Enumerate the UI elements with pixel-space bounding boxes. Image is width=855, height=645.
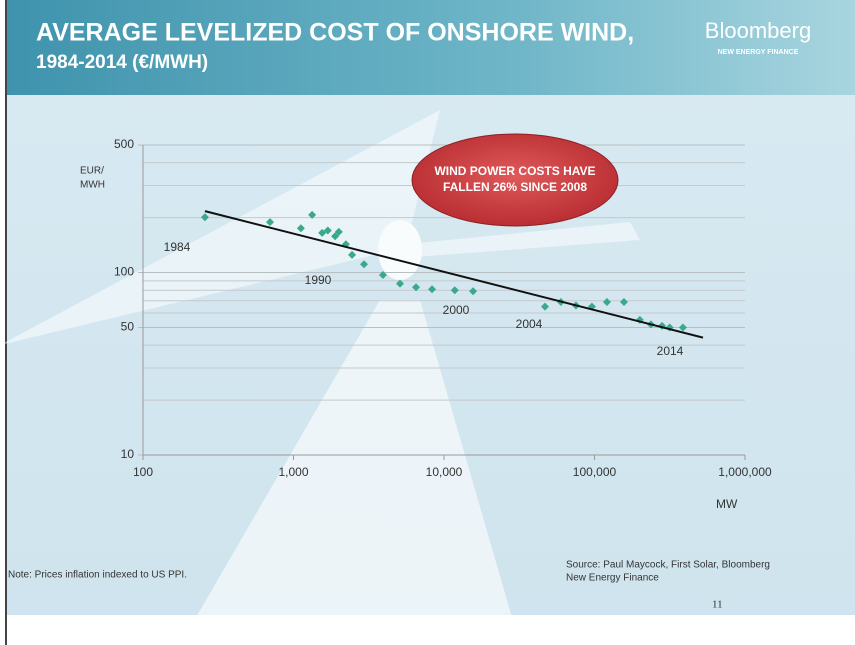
data-point [318,228,327,237]
title: AVERAGE LEVELIZED COST OF ONSHORE WIND, [36,19,634,47]
data-point [296,224,305,233]
data-point [348,250,357,259]
turbine [0,110,640,645]
callout-text: FALLEN 26% SINCE 2008 [443,180,587,194]
y-tick-label: 50 [121,320,135,334]
x-tick-label: 100 [133,465,153,479]
data-point [359,260,368,269]
data-point [378,270,387,279]
header-band [6,0,855,95]
plot: 10 50 100 500 100 1,000 10,000 100,000 1,000,000… [80,133,772,511]
x-tick-label: 1,000,000 [718,465,772,479]
x-tick-label: 1,000 [278,465,308,479]
callout-bubble [411,133,619,227]
year-label: 1990 [305,273,332,287]
data-point [678,323,687,332]
data-point [619,297,628,306]
callout-text: WIND POWER COSTS HAVE [434,164,595,178]
hub [378,220,422,280]
source: Source: Paul Maycock, First Solar, Bloom… [566,560,770,571]
data-point [602,297,611,306]
x-tick-label: 10,000 [426,465,463,479]
trend-line [204,210,704,339]
y-tick-label: 500 [114,137,134,151]
data-point [469,287,478,296]
data-point [308,210,317,219]
year-label: 1984 [164,240,191,254]
data-point [450,286,459,295]
data-point [541,302,550,311]
data-point [200,213,209,222]
title: 1984-2014 (€/MWH) [36,52,208,73]
data-point [334,227,343,236]
data-point [395,279,404,288]
data-point [331,232,340,241]
year-label: 2004 [516,317,543,331]
data-point [428,285,437,294]
data-point [323,226,332,235]
x-axis-label: MW [716,497,738,511]
y-tick-label: 100 [114,265,134,279]
y-tick-label: 10 [121,447,135,461]
page-number: 11 [712,599,723,611]
source: New Energy Finance [566,573,659,584]
year-label: 2014 [657,344,684,358]
blade [0,110,440,345]
data-point [266,218,275,227]
data-point [412,283,421,292]
logo: Bloomberg [705,18,811,43]
logo-sub: NEW ENERGY FINANCE [718,49,799,56]
tower [180,300,520,645]
y-axis-label: EUR/ [80,166,104,177]
blade [398,222,640,258]
x-tick-label: 100,000 [573,465,617,479]
year-label: 2000 [443,303,470,317]
y-axis-label: MWH [80,180,105,191]
note: Note: Prices inflation indexed to US PPI… [8,570,187,581]
